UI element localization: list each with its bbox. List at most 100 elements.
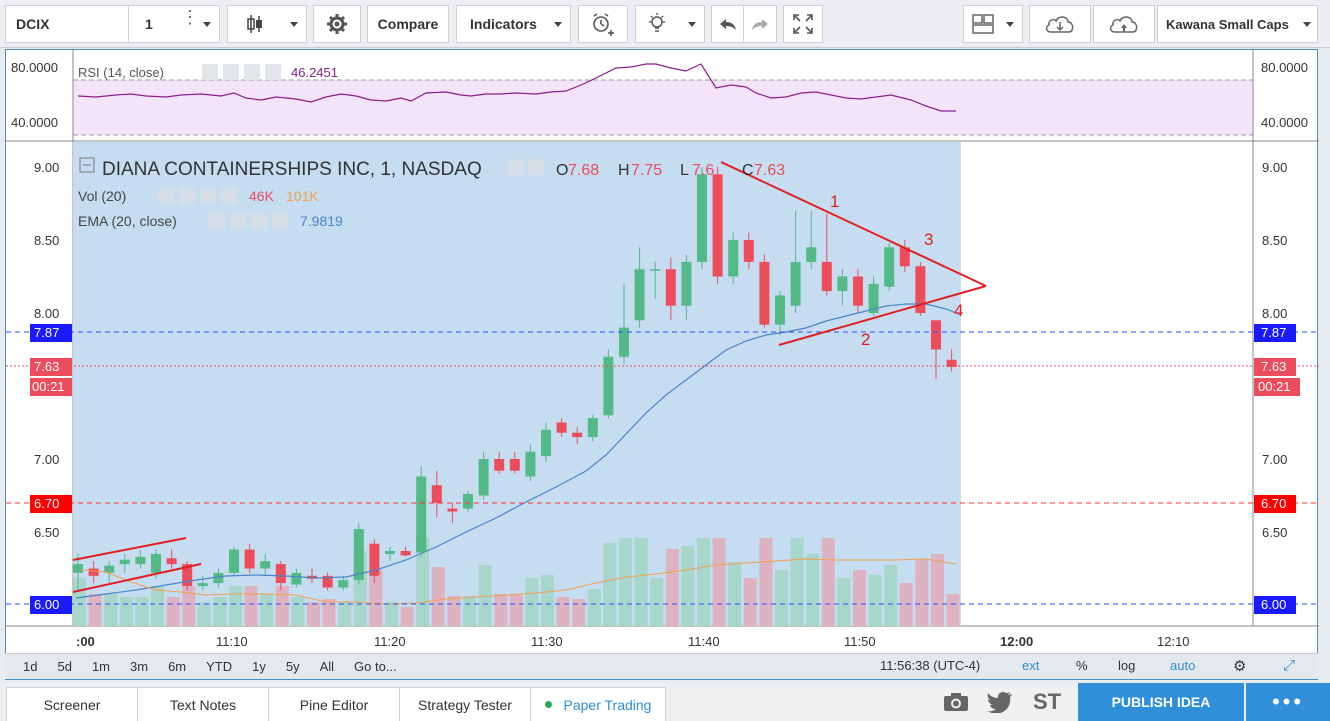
chart-container[interactable]: 1 2 3 4 80.0000 40.0000 80.0000 40.0000 … [5, 49, 1319, 680]
rsi-axis-left-bottom: 40.0000 [11, 115, 58, 130]
compare-button[interactable]: Compare [367, 5, 449, 43]
badge-right-6-70-text: 6.70 [1261, 496, 1286, 511]
gear-icon[interactable] [230, 213, 246, 229]
range-1m[interactable]: 1m [91, 659, 110, 674]
goto-button[interactable]: Go to... [354, 659, 397, 674]
range-all[interactable]: All [319, 659, 335, 674]
ohlc-c-label: C [742, 162, 754, 179]
collapse-icon[interactable] [79, 157, 95, 173]
volume-bar [135, 597, 149, 626]
more-options-button[interactable]: ••• [1246, 683, 1330, 721]
load-layout-button[interactable] [1029, 5, 1091, 43]
eye-icon[interactable] [158, 188, 174, 204]
volume-bar [541, 575, 554, 626]
price-axis-label-right: 8.50 [1262, 233, 1287, 248]
volume-bar [634, 538, 648, 626]
flag-drawing[interactable] [72, 537, 202, 593]
close-icon[interactable] [272, 213, 288, 229]
interval-selector[interactable]: 1 ⋮ [128, 5, 220, 43]
ext-toggle[interactable]: ext [1022, 658, 1040, 673]
price-axis-label-left: 8.00 [34, 306, 59, 321]
save-layout-button[interactable] [1093, 5, 1155, 43]
layout-name-button[interactable]: Kawana Small Caps [1157, 5, 1318, 43]
indicators-button[interactable]: Indicators [456, 5, 571, 43]
gear-icon[interactable] [223, 64, 239, 80]
tab-text-notes[interactable]: Text Notes [137, 687, 269, 721]
auto-toggle[interactable]: auto [1170, 658, 1196, 673]
eye-icon[interactable] [209, 213, 225, 229]
rsi-axis-right-bottom: 40.0000 [1261, 115, 1308, 130]
eye-icon[interactable] [507, 159, 523, 175]
plus-icon[interactable] [244, 64, 260, 80]
percent-toggle[interactable]: % [1076, 658, 1088, 673]
range-5d[interactable]: 5d [57, 659, 72, 674]
maximize-icon[interactable]: ⤢ [1283, 657, 1296, 674]
badge-right-7-87-text: 7.87 [1261, 325, 1286, 340]
volume-bar [244, 586, 258, 626]
close-icon[interactable] [265, 64, 281, 80]
symbol-search[interactable]: DCIX [5, 5, 129, 43]
volume-bar [73, 578, 86, 626]
tab-screener[interactable]: Screener [6, 687, 138, 721]
tab-strategy-tester[interactable]: Strategy Tester [399, 687, 531, 721]
log-toggle[interactable]: log [1118, 658, 1136, 673]
chart-canvas[interactable]: 1 2 3 4 80.0000 40.0000 80.0000 40.0000 … [6, 50, 1319, 654]
candle-body [556, 422, 567, 433]
volume-bar [603, 543, 617, 626]
camera-icon[interactable] [943, 691, 969, 716]
candle-body [416, 476, 427, 553]
range-1d[interactable]: 1d [23, 659, 38, 674]
ohlc-c-value: 7.63 [754, 162, 785, 179]
fullscreen-button[interactable] [783, 5, 823, 43]
volume-bar [946, 594, 960, 626]
candle-body [712, 174, 723, 277]
triangle-drawing[interactable] [720, 161, 987, 346]
candle-body [587, 418, 598, 438]
chart-type-button[interactable] [227, 5, 307, 43]
gear-icon[interactable] [528, 159, 544, 175]
eye-icon[interactable] [202, 64, 218, 80]
volume-bar [931, 554, 944, 626]
gear-icon[interactable]: ⚙ [1233, 658, 1247, 675]
volume-legend-label: Vol (20) [78, 188, 126, 204]
status-dot-icon [544, 701, 552, 708]
publish-idea-button[interactable]: PUBLISH IDEA [1078, 683, 1244, 721]
range-ytd[interactable]: YTD [206, 659, 233, 674]
ideas-button[interactable] [635, 5, 705, 43]
plus-icon[interactable] [200, 188, 216, 204]
volume-bar [509, 594, 523, 626]
price-axis-label-left: 8.50 [34, 233, 59, 248]
candle-body [166, 558, 177, 565]
candle-body [619, 327, 629, 357]
range-3m[interactable]: 3m [130, 659, 149, 674]
candle-body [400, 550, 411, 556]
ohlc-l-value: 7.6 [692, 162, 714, 179]
range-6m[interactable]: 6m [168, 659, 187, 674]
settings-button[interactable] [313, 5, 361, 43]
undo-icon [719, 19, 736, 30]
price-axis-label-right: 8.00 [1262, 306, 1287, 321]
badge-left-last-price [30, 358, 72, 376]
tab-paper-trading[interactable]: Paper Trading [530, 687, 666, 721]
rsi-legend-label: RSI (14, close) [78, 65, 164, 80]
redo-button[interactable] [743, 5, 777, 43]
price-axis-label-left: 7.00 [34, 452, 59, 467]
layout-button[interactable] [963, 5, 1023, 43]
range-1y[interactable]: 1y [252, 659, 266, 674]
candle-body [868, 283, 879, 313]
gear-icon[interactable] [179, 188, 195, 204]
alert-button[interactable] [578, 5, 628, 43]
range-5y[interactable]: 5y [285, 659, 300, 674]
volume-bar [463, 596, 476, 626]
badge-left-countdown [30, 378, 72, 396]
volume-bar [494, 594, 508, 626]
tab-pine-editor[interactable]: Pine Editor [268, 687, 400, 721]
undo-button[interactable] [711, 5, 743, 43]
stocktwits-icon[interactable]: ST [1033, 689, 1062, 714]
twitter-icon[interactable] [987, 691, 1013, 716]
badge-left-7-87 [30, 324, 72, 342]
plus-icon[interactable] [251, 213, 267, 229]
close-icon[interactable] [221, 188, 237, 204]
volume-bar [884, 565, 898, 626]
clock-readout[interactable]: 11:56:38 (UTC-4) [880, 658, 981, 673]
